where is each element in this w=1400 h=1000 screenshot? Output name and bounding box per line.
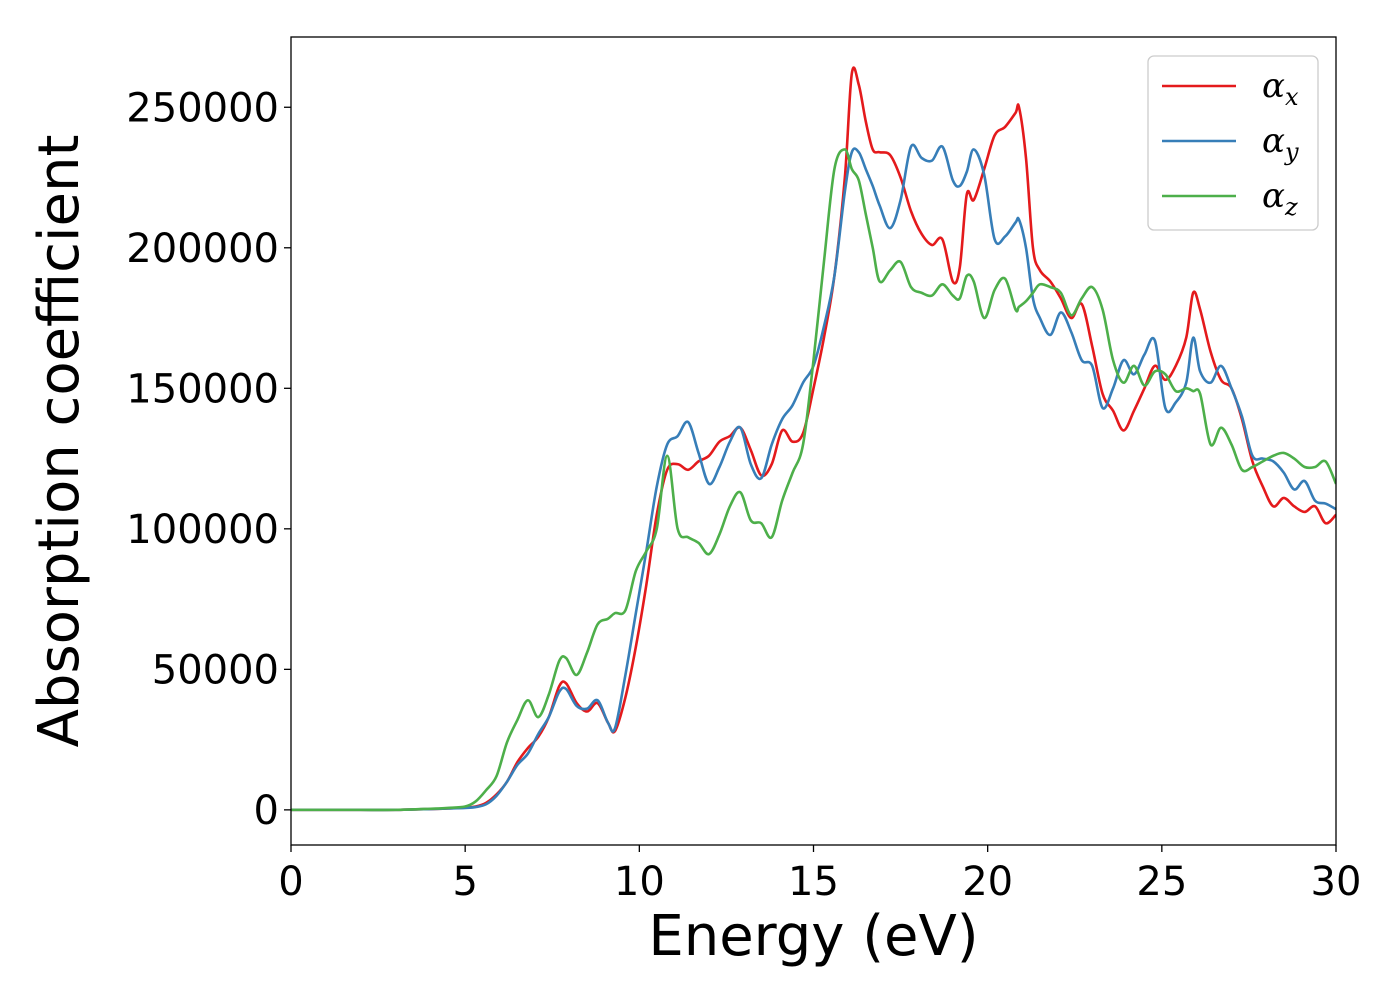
series-line-x — [291, 66, 1336, 812]
x-axis-label: Energy (eV) — [648, 904, 978, 969]
y-tick-label: 0 — [254, 788, 279, 834]
y-tick-label: 250000 — [126, 85, 279, 131]
x-tick-label: 10 — [614, 859, 665, 905]
series-group — [291, 66, 1336, 812]
y-axis-label: Absorption coefficient — [27, 135, 92, 748]
y-tick-label: 50000 — [152, 647, 279, 693]
series-line-y — [291, 143, 1336, 812]
series-line-z — [291, 148, 1336, 812]
x-tick-label: 0 — [278, 859, 303, 905]
x-tick-label: 5 — [452, 859, 477, 905]
x-tick-label: 25 — [1136, 859, 1187, 905]
x-tick-label: 30 — [1311, 859, 1362, 905]
y-tick-label: 100000 — [126, 507, 279, 553]
series-layer — [291, 66, 1336, 812]
legend-box — [1147, 55, 1319, 231]
ticks-layer: 0 5 10 15 20 25 30 0 50000 100000 150000 200000 2500… — [126, 85, 1361, 905]
x-tick-label: 15 — [788, 859, 839, 905]
y-tick-label: 200000 — [126, 226, 279, 272]
x-tick-label: 20 — [962, 859, 1013, 905]
y-tick-label: 150000 — [126, 366, 279, 412]
legend-label-x: αx — [1262, 66, 1299, 111]
